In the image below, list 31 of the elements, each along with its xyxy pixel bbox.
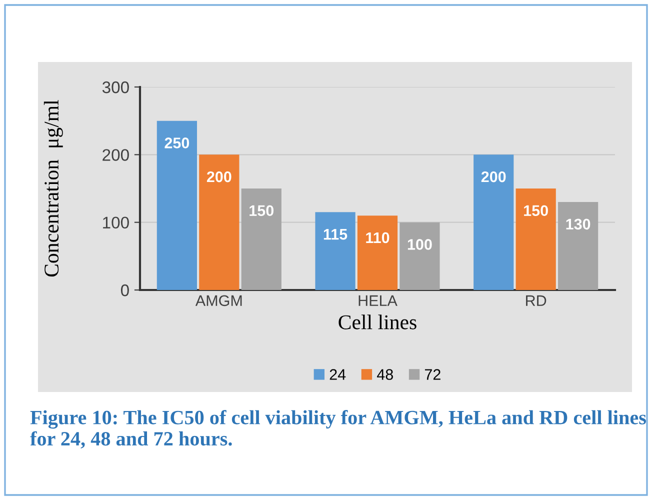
bar — [400, 222, 440, 290]
bar — [156, 120, 197, 290]
legend-label: 72 — [424, 369, 440, 380]
x-axis-title: Cell lines — [338, 314, 416, 330]
y-tick-label: 0 — [120, 284, 129, 296]
caption: Figure 10: The IC50 of cell viability for AMGM, HeLa and RD cell lines for 24, 48 and 72 hours. — [30, 410, 646, 449]
data-label: 200 — [206, 171, 232, 182]
data-label: 130 — [566, 218, 590, 230]
data-label: 200 — [481, 171, 506, 182]
y-tick-label: 100 — [103, 216, 129, 229]
data-label: 250 — [164, 138, 190, 148]
x-tick-label: AMGM — [195, 295, 242, 306]
y-tick-label: 300 — [102, 81, 129, 94]
y-tick-label: 200 — [102, 149, 129, 161]
y-axis-title: Concentration μg/ml — [44, 100, 63, 277]
data-label: 110 — [366, 232, 390, 244]
bar — [516, 188, 556, 290]
data-label: 150 — [250, 205, 274, 216]
bar — [357, 216, 398, 290]
bar — [241, 188, 282, 290]
data-label: 100 — [408, 239, 432, 250]
legend-label: 48 — [376, 369, 393, 380]
legend-label: 24 — [330, 369, 346, 380]
x-tick-label: RD — [526, 295, 546, 306]
data-label: 115 — [324, 229, 348, 240]
bar — [558, 202, 598, 290]
data-label: 150 — [524, 205, 548, 216]
bar — [199, 154, 240, 290]
bar — [474, 154, 514, 290]
x-tick-label: HELA — [358, 295, 398, 306]
bar — [315, 212, 356, 290]
